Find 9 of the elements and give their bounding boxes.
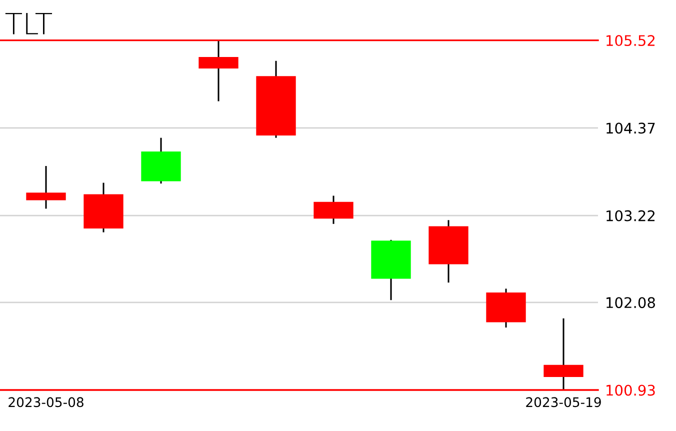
y-tick-label: 103.22 xyxy=(606,210,655,222)
y-tick-label: 100.93 xyxy=(606,384,655,396)
y-tick-label: 104.37 xyxy=(606,122,655,134)
candlestick xyxy=(26,165,66,210)
y-tick-label: 102.08 xyxy=(606,297,655,308)
x-tick-label: 2023-05-08 xyxy=(8,397,84,408)
x-tick-label: 2023-05-19 xyxy=(526,397,601,408)
y-tick-label: 105.52 xyxy=(606,35,655,46)
chart-title: TLT xyxy=(5,12,52,34)
